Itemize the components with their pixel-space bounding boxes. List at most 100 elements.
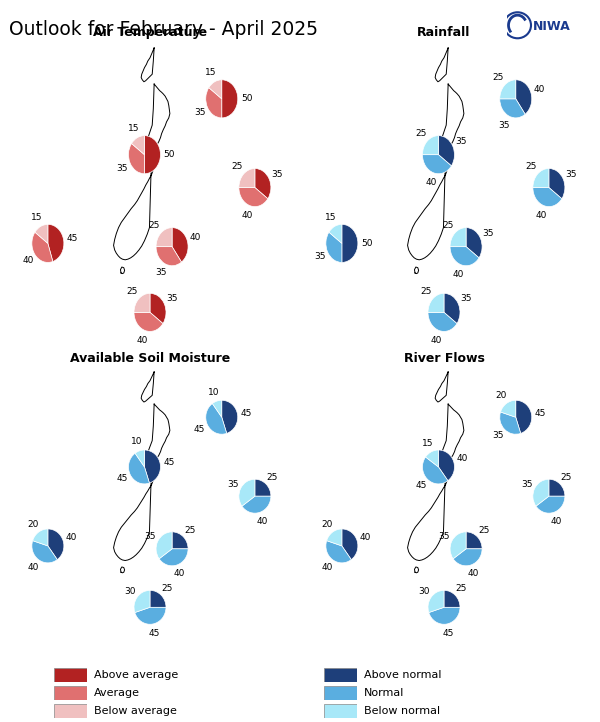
Wedge shape [239, 168, 255, 188]
Wedge shape [466, 227, 482, 258]
Text: 25: 25 [267, 473, 278, 482]
Text: 40: 40 [425, 178, 437, 187]
Wedge shape [428, 591, 444, 612]
Wedge shape [450, 532, 466, 559]
Text: 35: 35 [438, 532, 450, 542]
Text: 50: 50 [361, 239, 373, 248]
Text: Above normal: Above normal [364, 670, 442, 680]
Wedge shape [500, 412, 521, 434]
Text: 35: 35 [144, 532, 156, 542]
Text: 45: 45 [163, 458, 175, 467]
Wedge shape [172, 227, 188, 262]
Text: 35: 35 [116, 164, 128, 173]
Polygon shape [113, 471, 154, 560]
Text: 40: 40 [322, 562, 333, 572]
Wedge shape [134, 313, 163, 331]
Text: 35: 35 [493, 431, 504, 440]
Wedge shape [549, 479, 565, 496]
Text: 40: 40 [190, 233, 202, 242]
Wedge shape [239, 479, 255, 506]
Wedge shape [326, 232, 342, 262]
Text: 25: 25 [127, 287, 138, 296]
Text: 35: 35 [271, 170, 283, 178]
Wedge shape [500, 400, 516, 417]
Wedge shape [453, 549, 482, 566]
Wedge shape [32, 541, 57, 563]
Text: 40: 40 [174, 570, 185, 578]
Polygon shape [121, 567, 125, 573]
Text: 50: 50 [241, 95, 253, 103]
Text: 40: 40 [468, 570, 479, 578]
Text: 25: 25 [443, 221, 454, 230]
Wedge shape [428, 293, 444, 313]
Polygon shape [435, 372, 448, 402]
Wedge shape [156, 247, 181, 266]
Text: 40: 40 [257, 517, 268, 526]
Wedge shape [206, 404, 227, 434]
Text: 40: 40 [242, 211, 253, 220]
Wedge shape [32, 232, 53, 262]
Text: Above average: Above average [94, 670, 178, 680]
Text: 20: 20 [322, 520, 333, 529]
Text: 40: 40 [360, 534, 371, 542]
Text: 25: 25 [456, 584, 467, 593]
Text: 35: 35 [499, 121, 510, 130]
Wedge shape [131, 136, 145, 155]
Wedge shape [255, 168, 271, 199]
Wedge shape [134, 591, 150, 612]
Text: 25: 25 [493, 74, 504, 82]
Text: 25: 25 [162, 584, 173, 593]
Text: 15: 15 [205, 68, 216, 77]
Polygon shape [113, 160, 154, 260]
Wedge shape [150, 591, 166, 607]
Wedge shape [439, 450, 454, 481]
Wedge shape [48, 529, 64, 560]
Text: 45: 45 [442, 629, 454, 638]
Wedge shape [533, 479, 549, 506]
Text: 25: 25 [232, 162, 243, 171]
Wedge shape [134, 293, 150, 313]
Text: 35: 35 [482, 229, 494, 238]
Text: 45: 45 [148, 629, 160, 638]
Text: Below average: Below average [94, 706, 177, 716]
Wedge shape [145, 136, 160, 174]
Text: 40: 40 [536, 211, 547, 220]
Wedge shape [549, 168, 565, 199]
Text: 25: 25 [415, 129, 427, 139]
Text: 40: 40 [22, 256, 34, 265]
Text: 50: 50 [164, 150, 175, 159]
Wedge shape [444, 293, 460, 323]
Text: 40: 40 [66, 534, 77, 542]
Text: 25: 25 [478, 526, 490, 535]
Polygon shape [121, 267, 125, 274]
Wedge shape [35, 225, 48, 243]
Text: 40: 40 [453, 270, 464, 279]
Text: 30: 30 [418, 588, 430, 596]
Wedge shape [150, 293, 166, 323]
Wedge shape [342, 529, 358, 560]
Title: Air Temperature: Air Temperature [93, 27, 207, 40]
Wedge shape [428, 313, 457, 331]
Text: 20: 20 [28, 520, 39, 529]
Text: 35: 35 [521, 479, 533, 489]
Text: 15: 15 [421, 439, 433, 448]
Wedge shape [172, 532, 188, 549]
Wedge shape [444, 591, 460, 607]
Text: 40: 40 [28, 562, 39, 572]
Wedge shape [500, 99, 525, 118]
Wedge shape [533, 168, 549, 188]
Polygon shape [440, 84, 464, 153]
Text: 25: 25 [561, 473, 572, 482]
Text: 35: 35 [227, 479, 239, 489]
Wedge shape [209, 80, 222, 99]
Wedge shape [439, 136, 454, 166]
Text: 45: 45 [241, 409, 252, 417]
Text: 40: 40 [457, 454, 468, 464]
Wedge shape [212, 400, 222, 417]
Polygon shape [141, 372, 154, 402]
Wedge shape [429, 607, 460, 625]
Text: 25: 25 [526, 162, 537, 171]
Wedge shape [48, 225, 64, 261]
Wedge shape [159, 549, 188, 566]
Text: 35: 35 [314, 252, 326, 261]
